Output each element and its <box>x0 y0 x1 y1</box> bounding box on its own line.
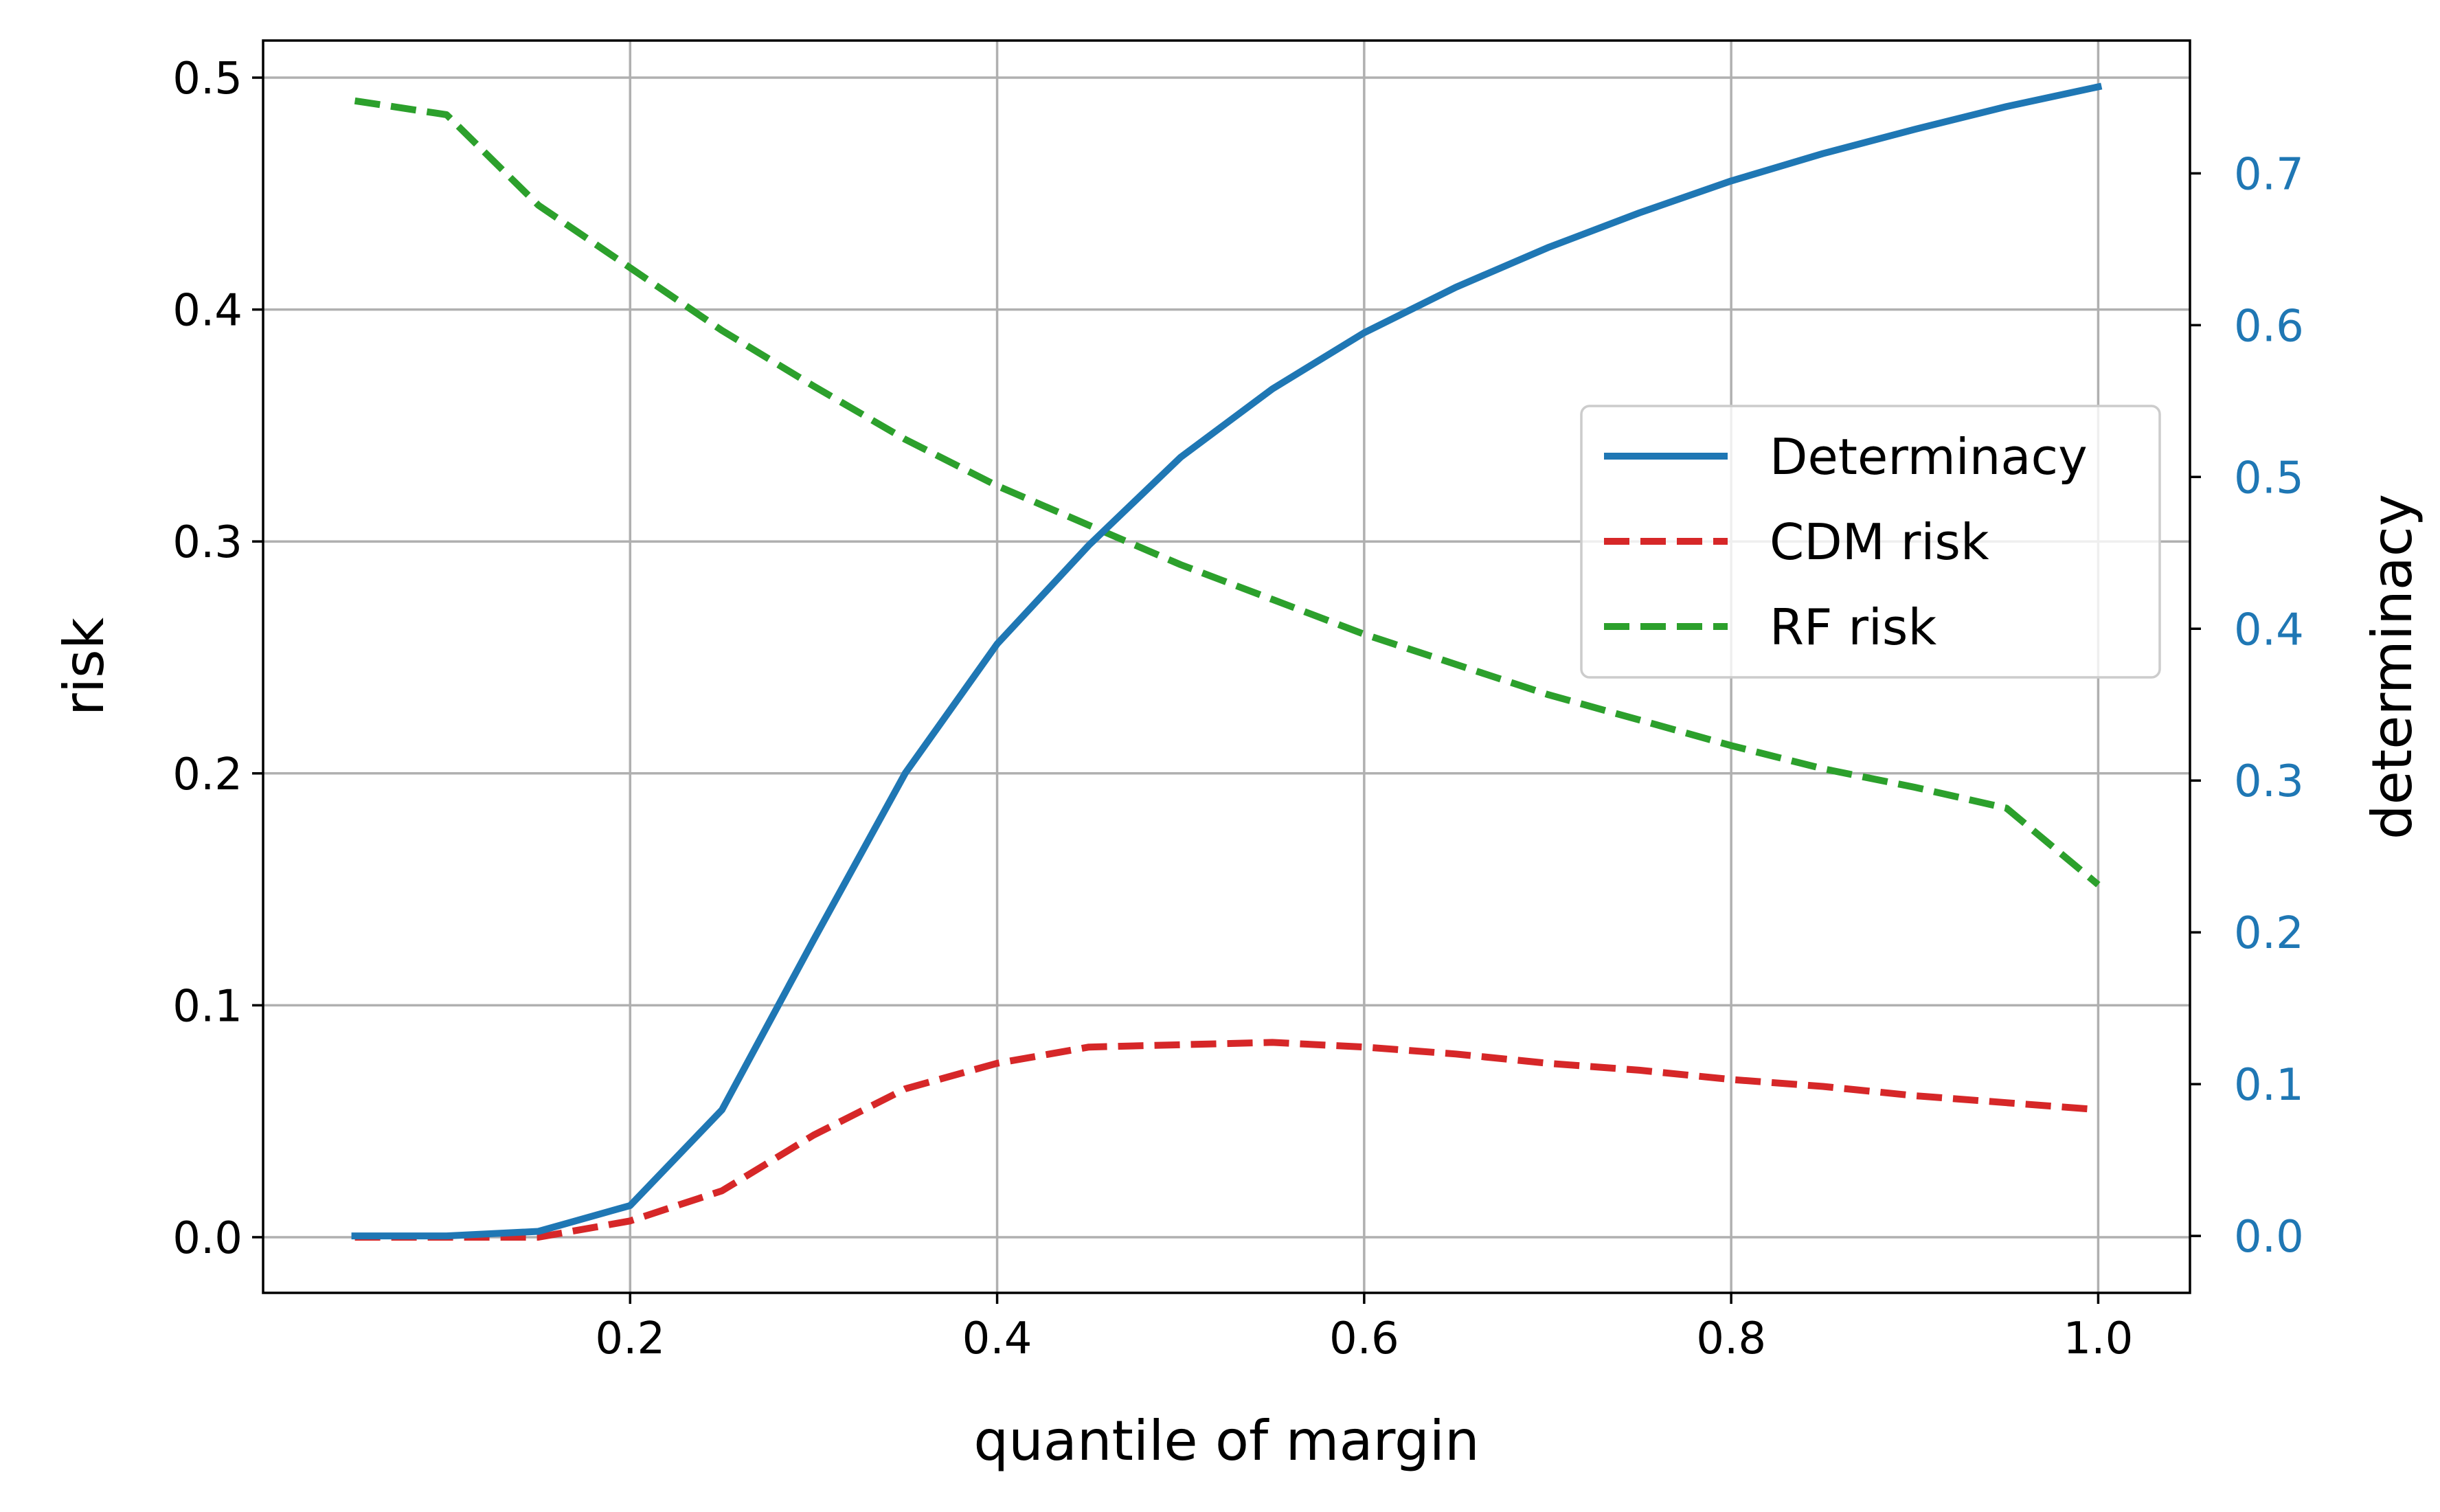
y-tick-label: 0.1 <box>172 981 242 1032</box>
y2-axis-title: determinacy <box>2360 494 2424 839</box>
x-tick-label: 0.4 <box>962 1313 1032 1364</box>
x-tick-label: 0.6 <box>1329 1313 1399 1364</box>
legend-label: Determinacy <box>1770 428 2088 486</box>
legend-label: CDM risk <box>1770 513 1989 571</box>
legend: Determinacy CDM risk RF risk <box>1580 405 2161 679</box>
y-tick-label: 0.2 <box>172 749 242 800</box>
series-layer <box>351 82 2103 1241</box>
y2-tick-label: 0.3 <box>2234 756 2304 807</box>
y-tick-label: 0.4 <box>172 286 242 337</box>
y2-tick-label: 0.1 <box>2234 1060 2304 1111</box>
y-axis-left: 0.0 0.1 0.2 0.3 0.4 0.5 <box>172 54 263 1264</box>
legend-box <box>1580 405 2161 679</box>
legend-label: RF risk <box>1770 598 1936 656</box>
y-axis-title: risk <box>52 617 116 716</box>
x-tick-label: 0.2 <box>595 1313 665 1364</box>
y-tick-label: 0.5 <box>172 54 242 104</box>
y2-tick-label: 0.2 <box>2234 908 2304 959</box>
x-tick-label: 0.8 <box>1696 1313 1766 1364</box>
y2-tick-label: 0.7 <box>2234 149 2304 200</box>
y2-tick-label: 0.4 <box>2234 605 2304 655</box>
y-tick-label: 0.0 <box>172 1213 242 1264</box>
x-axis: 0.2 0.4 0.6 0.8 1.0 <box>595 1293 2133 1364</box>
y2-tick-label: 0.6 <box>2234 301 2304 352</box>
y-axis-right: 0.0 0.1 0.2 0.3 0.4 0.5 0.6 0.7 <box>2190 149 2304 1263</box>
y2-tick-label: 0.5 <box>2234 453 2304 504</box>
determinacy-line <box>351 82 2103 1240</box>
x-axis-title: quantile of margin <box>973 1409 1479 1473</box>
y-tick-label: 0.3 <box>172 517 242 568</box>
x-tick-label: 1.0 <box>2064 1313 2134 1364</box>
rf-risk-line <box>354 97 2101 888</box>
plot-frame <box>262 39 2191 1294</box>
cdm-risk-line <box>354 1039 2099 1241</box>
y2-tick-label: 0.0 <box>2234 1212 2304 1263</box>
